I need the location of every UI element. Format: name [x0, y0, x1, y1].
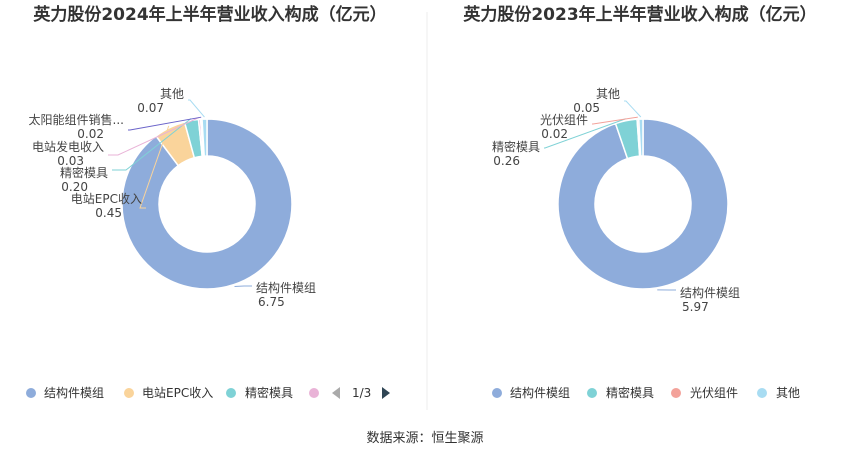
slice-1-leader-line — [139, 125, 170, 209]
slice-0-arc[interactable] — [557, 118, 729, 290]
legend-item-station-power[interactable] — [309, 388, 319, 398]
legend-marker — [26, 388, 36, 398]
slice-3-value-label: 0.03 — [57, 154, 84, 168]
slice-3-category-label: 其他 — [596, 87, 620, 101]
legend-item-structural-modules[interactable]: 结构件模组 — [492, 385, 570, 400]
slice-0-value-label: 5.97 — [682, 300, 709, 314]
legend-label: 光伏组件 — [690, 386, 738, 400]
slice-4-value-label: 0.02 — [77, 127, 104, 141]
slice-2-category-label: 光伏组件 — [540, 113, 588, 127]
chart-title-left: 英力股份2024年上半年营业收入构成（亿元） — [33, 4, 386, 25]
slice-0-category-label: 结构件模组 — [680, 285, 740, 300]
legend-marker — [226, 388, 236, 398]
slice-3-arc[interactable] — [637, 118, 644, 157]
legend-next-page-icon[interactable] — [382, 387, 390, 399]
slice-1-value-label: 0.45 — [95, 206, 122, 220]
legend-item-precision-molds[interactable]: 精密模具 — [226, 385, 293, 400]
legend-2024h1: 结构件模组 电站EPC收入 精密模具 1/3 — [26, 385, 390, 400]
slice-5-leader-line — [188, 99, 205, 118]
legend-marker — [124, 388, 134, 398]
slice-0-leader-line — [234, 285, 252, 288]
slice-1-category-label: 电站EPC收入 — [71, 192, 142, 206]
slice-1-leader-line — [544, 118, 626, 149]
legend-item-epc-revenue[interactable]: 电站EPC收入 — [124, 386, 213, 400]
legend-marker — [757, 388, 767, 398]
slice-5-value-label: 0.07 — [137, 101, 164, 115]
slice-0-arc[interactable] — [121, 118, 293, 290]
slice-4-category-label: 太阳能组件销售... — [29, 112, 124, 127]
data-source-note: 数据来源：恒生聚源 — [366, 431, 483, 446]
legend-label: 结构件模组 — [510, 385, 570, 400]
legend-item-structural-modules[interactable]: 结构件模组 — [26, 385, 104, 400]
slice-4-leader-line — [128, 116, 202, 131]
legend-label: 其他 — [776, 386, 800, 400]
slice-3-leader-line — [108, 116, 200, 156]
legend-label: 精密模具 — [606, 385, 654, 400]
legend-label: 结构件模组 — [44, 385, 104, 400]
slice-2-leader-line — [112, 118, 192, 171]
slice-3-category-label: 电站发电收入 — [32, 139, 104, 154]
legend-marker — [587, 388, 597, 398]
legend-label: 精密模具 — [245, 385, 293, 400]
slice-1-category-label: 精密模具 — [492, 139, 540, 154]
slice-0-category-label: 结构件模组 — [256, 280, 316, 295]
slice-5-category-label: 其他 — [160, 87, 184, 101]
slice-2-value-label: 0.20 — [61, 180, 88, 194]
legend-item-precision-molds[interactable]: 精密模具 — [587, 385, 654, 400]
slice-1-value-label: 0.26 — [493, 154, 520, 168]
chart-title-right: 英力股份2023年上半年营业收入构成（亿元） — [463, 4, 816, 25]
slice-2-value-label: 0.02 — [541, 127, 568, 141]
slice-2-category-label: 精密模具 — [60, 165, 108, 180]
legend-label: 电站EPC收入 — [142, 386, 213, 400]
legend-item-pv-modules[interactable]: 光伏组件 — [671, 386, 738, 400]
legend-marker — [671, 388, 681, 398]
legend-2023h1: 结构件模组 精密模具 光伏组件 其他 — [492, 385, 800, 400]
legend-item-other[interactable]: 其他 — [757, 386, 800, 400]
slice-3-leader-line — [624, 100, 642, 118]
legend-page-indicator: 1/3 — [352, 386, 371, 400]
slice-0-value-label: 6.75 — [258, 295, 285, 309]
slice-2-leader-line — [592, 116, 638, 125]
legend-marker — [309, 388, 319, 398]
legend-marker — [492, 388, 502, 398]
slice-5-arc[interactable] — [201, 118, 208, 157]
slice-3-value-label: 0.05 — [573, 101, 600, 115]
legend-prev-page-icon[interactable] — [332, 387, 340, 399]
